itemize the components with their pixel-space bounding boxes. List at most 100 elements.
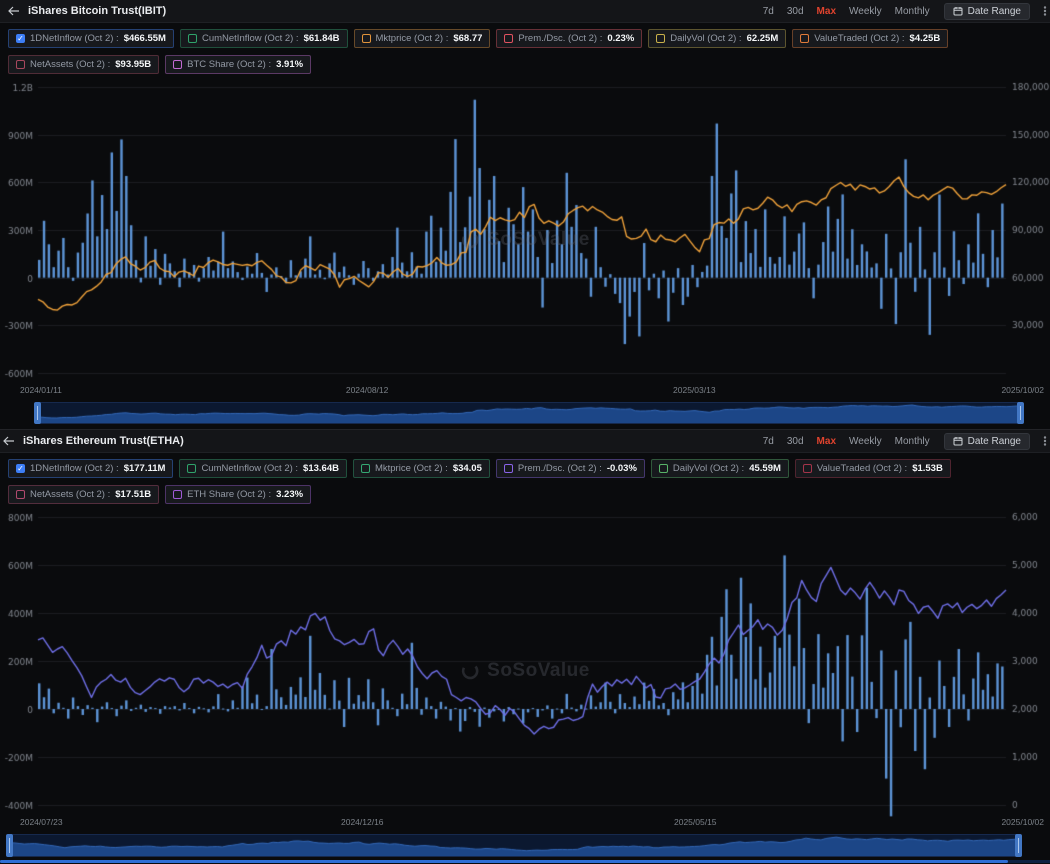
checkbox-icon[interactable] bbox=[802, 464, 812, 473]
checkbox-checked-icon[interactable]: ✓ bbox=[16, 34, 25, 43]
legend-chip[interactable]: DailyVol (Oct 2) : 62.25M bbox=[648, 29, 787, 48]
range-option-7d[interactable]: 7d bbox=[762, 5, 774, 17]
navigator-left-handle[interactable] bbox=[6, 834, 13, 857]
legend-chip[interactable]: DailyVol (Oct 2) : 45.59M bbox=[650, 459, 789, 478]
x-axis-label: 2025/10/02 bbox=[1001, 385, 1044, 395]
legend-label: Prem./Dsc. (Oct 2) : bbox=[517, 463, 602, 474]
x-axis-label: 2024/12/16 bbox=[340, 817, 384, 827]
range-option-max[interactable]: Max bbox=[816, 435, 836, 447]
back-icon[interactable] bbox=[8, 6, 20, 16]
checkbox-icon[interactable] bbox=[658, 464, 668, 473]
x-axis-label: 2025/10/02 bbox=[1001, 817, 1044, 827]
legend-chip[interactable]: NetAssets (Oct 2) : $93.95B bbox=[8, 55, 160, 74]
range-option-weekly[interactable]: Weekly bbox=[849, 435, 882, 447]
scrollbar-thumb[interactable] bbox=[0, 860, 1008, 863]
legend-value: $466.55M bbox=[123, 33, 166, 44]
x-axis-etha: 2024/07/23 2024/12/16 2025/05/15 2025/10/02 bbox=[0, 817, 1050, 830]
legend-chip[interactable]: Prem./Dsc. (Oct 2) : 0.23% bbox=[496, 29, 643, 48]
legend-chip[interactable]: NetAssets (Oct 2) : $17.51B bbox=[8, 485, 160, 504]
date-range-button[interactable]: Date Range bbox=[943, 2, 1030, 20]
legend-value: $1.53B bbox=[912, 463, 943, 474]
legend-label: ETH Share (Oct 2) : bbox=[187, 489, 272, 500]
legend-value: $17.51B bbox=[115, 489, 152, 500]
calendar-icon bbox=[953, 437, 963, 446]
legend-value: $34.05 bbox=[452, 463, 482, 474]
legend-value: $93.95B bbox=[115, 59, 152, 70]
legend-value: $177.11M bbox=[123, 463, 166, 474]
legend-chip[interactable]: CumNetInflow (Oct 2) : $13.64B bbox=[179, 459, 347, 478]
panel-header: iShares Ethereum Trust(ETHA) 7d 30d Max Wee… bbox=[0, 430, 1050, 453]
checkbox-icon[interactable] bbox=[800, 34, 810, 43]
legend-label: NetAssets (Oct 2) : bbox=[30, 489, 111, 500]
range-option-30d[interactable]: 30d bbox=[786, 435, 804, 447]
x-axis-label: 2025/05/15 bbox=[673, 817, 717, 827]
legend-label: ValueTraded (Oct 2) : bbox=[816, 463, 908, 474]
panel-ibit: iShares Bitcoin Trust(IBIT) 7d 30d Max Week… bbox=[0, 0, 1050, 424]
navigator-right-handle[interactable] bbox=[1017, 402, 1024, 424]
ibit-chart-canvas[interactable] bbox=[0, 77, 1050, 385]
legend-value: $61.84B bbox=[303, 33, 340, 44]
range-option-weekly[interactable]: Weekly bbox=[849, 5, 882, 17]
panel-options-icon[interactable] bbox=[1042, 434, 1050, 448]
checkbox-icon[interactable] bbox=[504, 34, 514, 43]
legend-value: -0.03% bbox=[606, 463, 637, 474]
calendar-icon bbox=[953, 7, 963, 16]
x-axis-ibit: 2024/01/11 2024/08/12 2025/03/13 2025/10/02 bbox=[0, 385, 1050, 398]
back-icon[interactable] bbox=[3, 436, 15, 446]
legend-value: $68.77 bbox=[453, 33, 483, 44]
legend: ✓ 1DNetInflow (Oct 2) : $466.55M CumNetInfl… bbox=[0, 23, 1050, 77]
legend-chip[interactable]: Mktprice (Oct 2) : $68.77 bbox=[353, 29, 491, 48]
legend-value: 0.23% bbox=[607, 33, 635, 44]
legend-label: CumNetInflow (Oct 2) : bbox=[201, 33, 299, 44]
panel-title: iShares Ethereum Trust(ETHA) bbox=[23, 435, 184, 447]
range-navigator-etha[interactable] bbox=[6, 834, 1022, 857]
legend-label: BTC Share (Oct 2) : bbox=[187, 59, 272, 70]
legend-value: 3.91% bbox=[276, 59, 304, 70]
navigator-right-handle[interactable] bbox=[1015, 834, 1022, 857]
legend-label: Mktprice (Oct 2) : bbox=[374, 463, 448, 474]
checkbox-icon[interactable] bbox=[173, 60, 183, 69]
legend-chip[interactable]: ValueTraded (Oct 2) : $1.53B bbox=[794, 459, 951, 478]
checkbox-icon[interactable] bbox=[503, 464, 513, 473]
legend-value: 3.23% bbox=[276, 489, 304, 500]
range-option-monthly[interactable]: Monthly bbox=[894, 5, 930, 17]
navigator-left-handle[interactable] bbox=[34, 402, 41, 424]
checkbox-checked-icon[interactable]: ✓ bbox=[16, 464, 25, 473]
checkbox-icon[interactable] bbox=[656, 34, 666, 43]
legend-label: Mktprice (Oct 2) : bbox=[375, 33, 449, 44]
legend-chip[interactable]: ✓ 1DNetInflow (Oct 2) : $177.11M bbox=[8, 459, 174, 478]
range-option-7d[interactable]: 7d bbox=[762, 435, 774, 447]
legend-label: Prem./Dsc. (Oct 2) : bbox=[518, 33, 603, 44]
legend-value: 45.59M bbox=[749, 463, 781, 474]
range-option-30d[interactable]: 30d bbox=[786, 5, 804, 17]
legend-chip[interactable]: ValueTraded (Oct 2) : $4.25B bbox=[792, 29, 949, 48]
legend-chip[interactable]: ETH Share (Oct 2) : 3.23% bbox=[165, 485, 312, 504]
checkbox-icon[interactable] bbox=[173, 490, 183, 499]
range-controls: 7d 30d Max Weekly Monthly bbox=[763, 436, 930, 447]
panel-title: iShares Bitcoin Trust(IBIT) bbox=[28, 5, 167, 17]
legend-chip[interactable]: ✓ 1DNetInflow (Oct 2) : $466.55M bbox=[8, 29, 174, 48]
legend-chip[interactable]: BTC Share (Oct 2) : 3.91% bbox=[165, 55, 312, 74]
checkbox-icon[interactable] bbox=[187, 34, 197, 43]
legend-chip[interactable]: Prem./Dsc. (Oct 2) : -0.03% bbox=[495, 459, 645, 478]
legend-value: 62.25M bbox=[746, 33, 779, 44]
checkbox-icon[interactable] bbox=[16, 490, 25, 499]
legend-chip[interactable]: Mktprice (Oct 2) : $34.05 bbox=[352, 459, 490, 478]
range-option-monthly[interactable]: Monthly bbox=[894, 435, 930, 447]
checkbox-icon[interactable] bbox=[187, 464, 197, 473]
legend-label: 1DNetInflow (Oct 2) : bbox=[30, 33, 119, 44]
checkbox-icon[interactable] bbox=[361, 34, 371, 43]
etha-chart-canvas[interactable] bbox=[0, 507, 1050, 817]
horizontal-scrollbar[interactable] bbox=[0, 860, 1050, 863]
range-option-max[interactable]: Max bbox=[816, 5, 836, 17]
checkbox-icon[interactable] bbox=[16, 60, 25, 69]
navigator-minichart[interactable] bbox=[9, 835, 1019, 856]
date-range-button[interactable]: Date Range bbox=[943, 432, 1030, 450]
x-axis-label: 2024/07/23 bbox=[20, 817, 63, 827]
checkbox-icon[interactable] bbox=[360, 464, 370, 473]
navigator-minichart[interactable] bbox=[37, 403, 1021, 423]
range-navigator-ibit[interactable] bbox=[34, 402, 1024, 424]
legend-value: $13.64B bbox=[303, 463, 339, 474]
panel-options-icon[interactable] bbox=[1042, 4, 1050, 18]
legend-chip[interactable]: CumNetInflow (Oct 2) : $61.84B bbox=[179, 29, 348, 48]
